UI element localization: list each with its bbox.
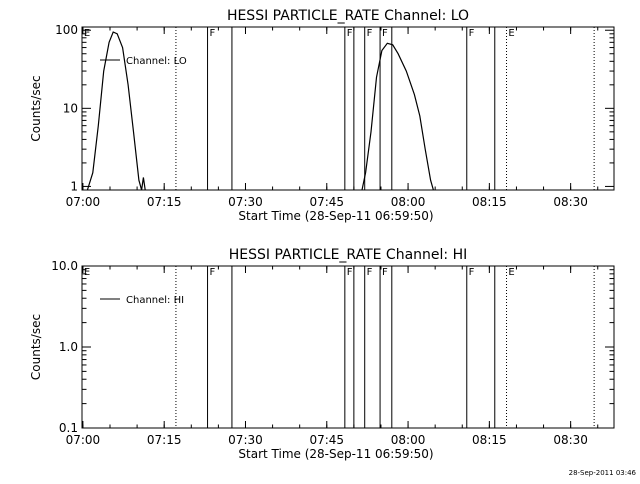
panel-2-x-tick-label: 07:45 bbox=[309, 433, 344, 447]
panel-1-flag-label: F bbox=[209, 28, 215, 39]
panel-1-flag-label: F bbox=[382, 28, 388, 39]
panel-2-title: HESSI PARTICLE_RATE Channel: HI bbox=[229, 247, 467, 263]
panel-2-x-tick-label: 07:00 bbox=[66, 433, 101, 447]
panel-1-x-tick-label: 07:45 bbox=[309, 195, 344, 209]
panel-1-title: HESSI PARTICLE_RATE Channel: LO bbox=[227, 8, 469, 24]
panel-2-x-tick-label: 08:15 bbox=[472, 433, 507, 447]
panel-1-series-line bbox=[361, 42, 434, 190]
panel-2-y-tick-label: 1.0 bbox=[59, 340, 78, 354]
panel-2-flag-label: F bbox=[367, 267, 373, 278]
panel-1-y-label: Counts/sec bbox=[29, 75, 43, 141]
panel-2-flag-label: F bbox=[469, 267, 475, 278]
panel-1-y-tick-label: 10 bbox=[63, 101, 78, 115]
panel-1-flag-label: F bbox=[367, 28, 373, 39]
panel-2-legend-label: Channel: HI bbox=[126, 295, 184, 306]
panel-1-x-label: Start Time (28-Sep-11 06:59:50) bbox=[238, 209, 433, 223]
panel-1-y-tick-label: 100 bbox=[55, 23, 78, 37]
panel-1-x-tick-label: 07:15 bbox=[147, 195, 182, 209]
panel-2-x-label: Start Time (28-Sep-11 06:59:50) bbox=[238, 447, 433, 461]
panel-2-x-tick-label: 08:00 bbox=[391, 433, 426, 447]
footer-timestamp: 28-Sep-2011 03:46 bbox=[568, 469, 636, 477]
panel-2-x-tick-label: 08:30 bbox=[553, 433, 588, 447]
panel-2-x-tick-label: 07:30 bbox=[228, 433, 263, 447]
panel-1-legend-label: Channel: LO bbox=[126, 56, 187, 67]
panel-1-x-tick-label: 08:15 bbox=[472, 195, 507, 209]
panel-1-plot-frame bbox=[81, 26, 615, 191]
panel-1-flag-label: E bbox=[508, 28, 514, 39]
panel-2-y-label: Counts/sec bbox=[29, 314, 43, 380]
panel-2-flag-label: E bbox=[84, 267, 90, 278]
panel-1-x-tick-label: 08:30 bbox=[553, 195, 588, 209]
panel-2-y-tick-label: 0.1 bbox=[59, 421, 78, 435]
panel-1-series-line bbox=[86, 31, 143, 190]
panel-2-flag-label: E bbox=[508, 267, 514, 278]
panel-1-y-tick-label: 1 bbox=[70, 179, 78, 193]
panel-2-flag-label: F bbox=[209, 267, 215, 278]
panel-2-x-tick-label: 07:15 bbox=[147, 433, 182, 447]
panel-1-x-tick-label: 07:00 bbox=[66, 195, 101, 209]
panel-1-x-tick-label: 08:00 bbox=[391, 195, 426, 209]
panel-1-flag-label: F bbox=[469, 28, 475, 39]
panel-1-series-line bbox=[141, 177, 146, 190]
panel-1-x-tick-label: 07:30 bbox=[228, 195, 263, 209]
panel-1-flag-label: E bbox=[84, 28, 90, 39]
panel-2-flag-label: F bbox=[382, 267, 388, 278]
panel-2-flag-label: F bbox=[347, 267, 353, 278]
panel-2-y-tick-label: 10.0 bbox=[51, 259, 78, 273]
panel-1-flag-label: F bbox=[347, 28, 353, 39]
panel-2-plot-frame bbox=[81, 265, 615, 429]
